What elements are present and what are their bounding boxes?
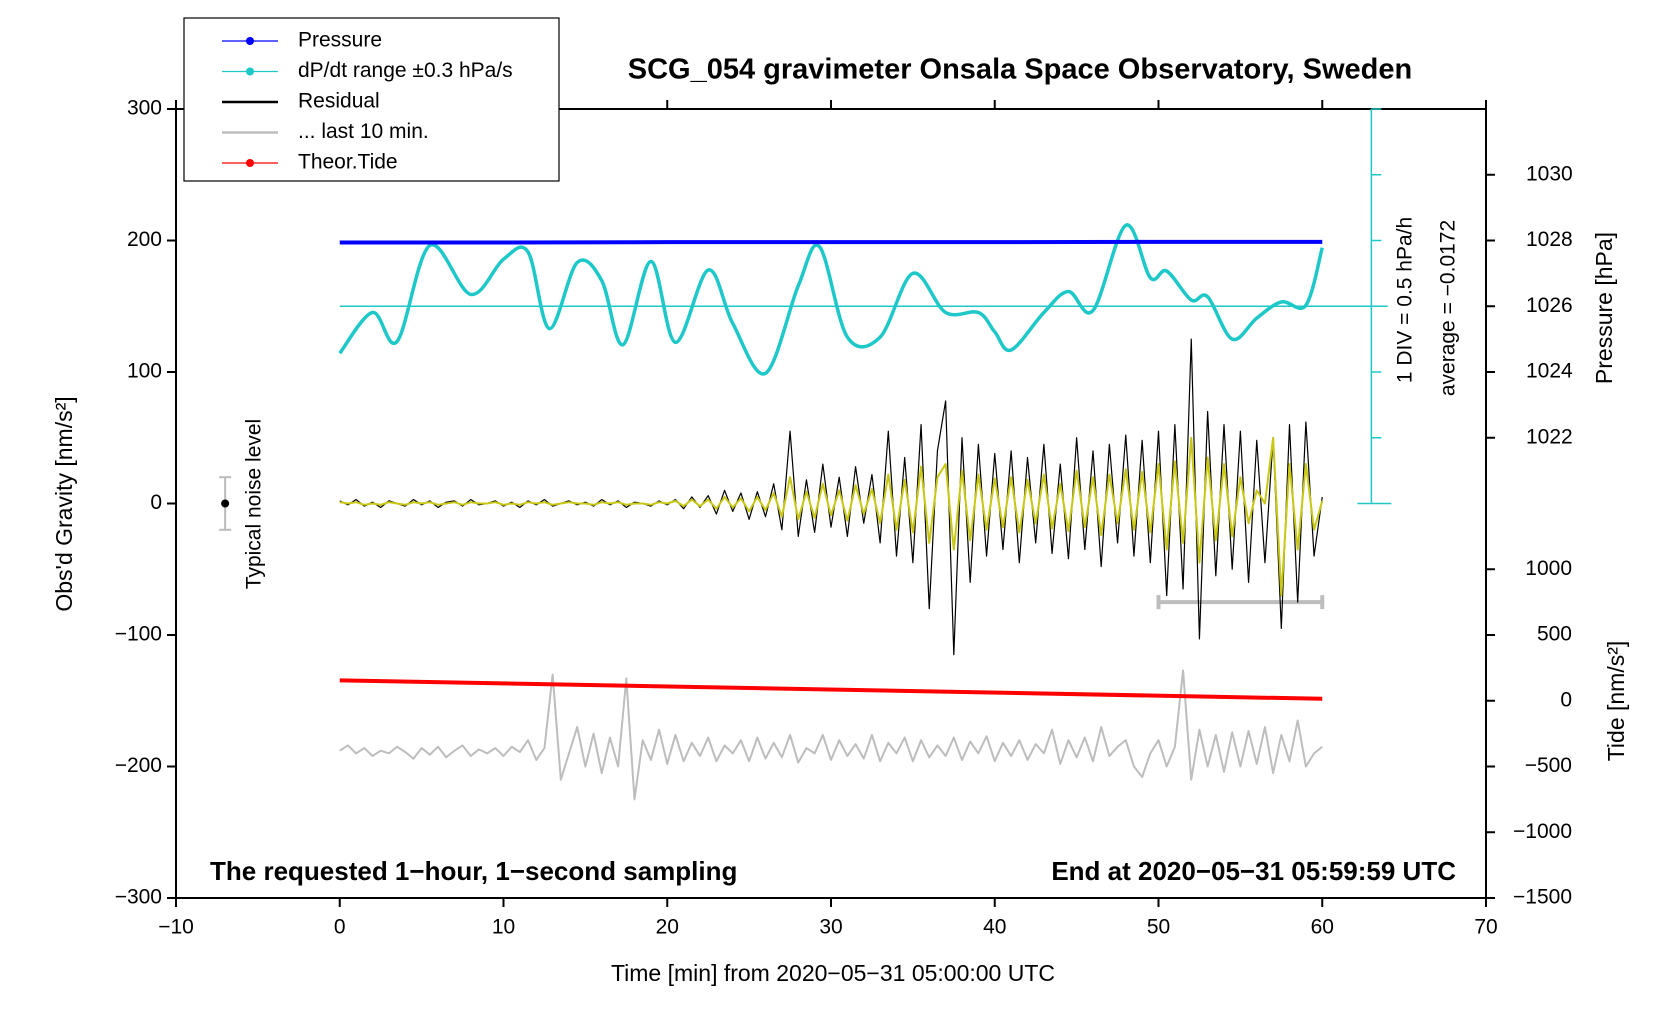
x-tick-label: 10: [492, 916, 515, 939]
y2-tick-label: 1028: [1526, 228, 1573, 251]
legend-label: Theor.Tide: [298, 151, 398, 174]
y3-axis-label: Tide [nm/s²]: [1603, 641, 1629, 762]
x-axis-label: Time [min] from 2020−05−31 05:00:00 UTC: [611, 960, 1055, 986]
y3-tick-label: −1500: [1513, 886, 1572, 909]
y-tick-label: 200: [127, 228, 162, 251]
series-line: [338, 223, 1324, 376]
y3-tick-label: 1000: [1525, 557, 1572, 580]
noise-point: [221, 499, 230, 508]
noise-bar: [219, 476, 232, 531]
x-tick-label: 60: [1311, 916, 1334, 939]
y-tick-label: 100: [127, 360, 162, 383]
noise-label: Typical noise level: [243, 419, 266, 589]
footer-left: The requested 1−hour, 1−second sampling: [210, 856, 737, 886]
y-axis-label: Obs'd Gravity [nm/s²]: [51, 396, 77, 611]
y2-tick-label: 1026: [1526, 294, 1573, 317]
x-tick-label: −10: [158, 916, 194, 939]
y2-tick-label: 1024: [1526, 360, 1573, 383]
legend-box: [183, 17, 560, 182]
legend-label: ... last 10 min.: [298, 120, 429, 143]
series-line: [339, 239, 1323, 245]
y3-tick-label: 500: [1537, 623, 1572, 646]
legend-marker: [246, 67, 254, 76]
series-line: [339, 678, 1323, 701]
legend-marker: [246, 159, 254, 167]
chart-title: SCG_054 gravimeter Onsala Space Observat…: [628, 54, 1412, 86]
average-label: average = −0.0172: [1437, 220, 1460, 396]
series-line: [339, 436, 1324, 597]
y-tick-label: −200: [115, 754, 162, 777]
y-tick-label: 300: [127, 97, 162, 120]
legend-marker: [246, 37, 254, 45]
y-tick-label: −300: [115, 886, 162, 909]
y3-tick-label: −1000: [1513, 820, 1572, 843]
y3-tick-label: 0: [1560, 688, 1572, 711]
y2-axis-label: Pressure [hPa]: [1591, 232, 1617, 384]
series-line: [339, 669, 1323, 801]
y2-tick-label: 1022: [1526, 425, 1573, 448]
footer-right: End at 2020−05−31 05:59:59 UTC: [1051, 856, 1456, 886]
x-tick-label: 20: [656, 916, 679, 939]
y2-tick-label: 1030: [1526, 162, 1573, 185]
legend-label: Residual: [298, 90, 380, 113]
scale-label: 1 DIV = 0.5 hPa/h: [1394, 217, 1417, 383]
series-line: [339, 338, 1323, 656]
legend-label: dP/dt range ±0.3 hPa/s: [298, 59, 513, 82]
x-tick-label: 40: [983, 916, 1006, 939]
x-tick-label: 50: [1147, 916, 1170, 939]
y-tick-label: 0: [150, 491, 162, 514]
x-tick-label: 30: [819, 916, 842, 939]
legend-label: Pressure: [298, 29, 382, 52]
x-tick-label: 0: [334, 916, 346, 939]
legend: Pressure dP/dt range ±0.3 hPa/s Residual..…: [183, 17, 560, 182]
x-tick-label: 70: [1474, 916, 1497, 939]
y3-tick-label: −500: [1525, 754, 1572, 777]
y-tick-label: −100: [115, 623, 162, 646]
